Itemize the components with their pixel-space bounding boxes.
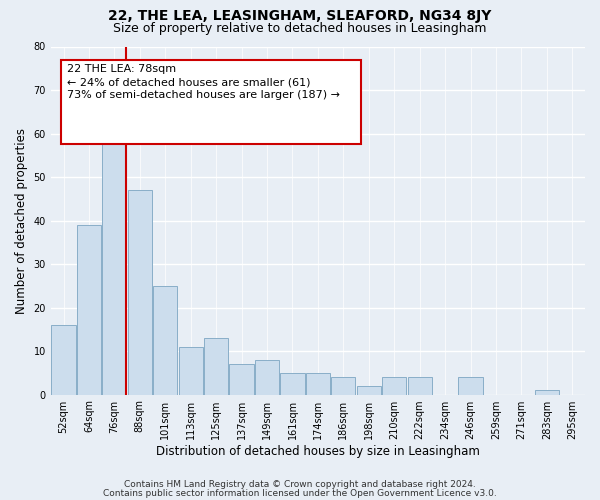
Bar <box>382 377 406 394</box>
Bar <box>103 108 127 395</box>
Bar <box>204 338 228 394</box>
Bar <box>356 386 381 394</box>
Bar <box>128 190 152 394</box>
Text: 22 THE LEA: 78sqm
← 24% of detached houses are smaller (61)
73% of semi-detached: 22 THE LEA: 78sqm ← 24% of detached hous… <box>67 64 340 100</box>
Bar <box>458 377 482 394</box>
Bar <box>280 373 305 394</box>
X-axis label: Distribution of detached houses by size in Leasingham: Distribution of detached houses by size … <box>156 444 480 458</box>
Bar <box>255 360 279 394</box>
Bar <box>179 346 203 395</box>
Bar <box>407 377 432 394</box>
Y-axis label: Number of detached properties: Number of detached properties <box>15 128 28 314</box>
Bar <box>52 325 76 394</box>
Text: 22, THE LEA, LEASINGHAM, SLEAFORD, NG34 8JY: 22, THE LEA, LEASINGHAM, SLEAFORD, NG34 … <box>109 9 491 23</box>
Bar <box>77 225 101 394</box>
FancyBboxPatch shape <box>61 60 361 144</box>
Bar <box>535 390 559 394</box>
Text: Contains public sector information licensed under the Open Government Licence v3: Contains public sector information licen… <box>103 489 497 498</box>
Text: Contains HM Land Registry data © Crown copyright and database right 2024.: Contains HM Land Registry data © Crown c… <box>124 480 476 489</box>
Bar <box>331 377 355 394</box>
Bar <box>306 373 330 394</box>
Bar <box>153 286 178 395</box>
Bar <box>229 364 254 394</box>
Text: Size of property relative to detached houses in Leasingham: Size of property relative to detached ho… <box>113 22 487 35</box>
